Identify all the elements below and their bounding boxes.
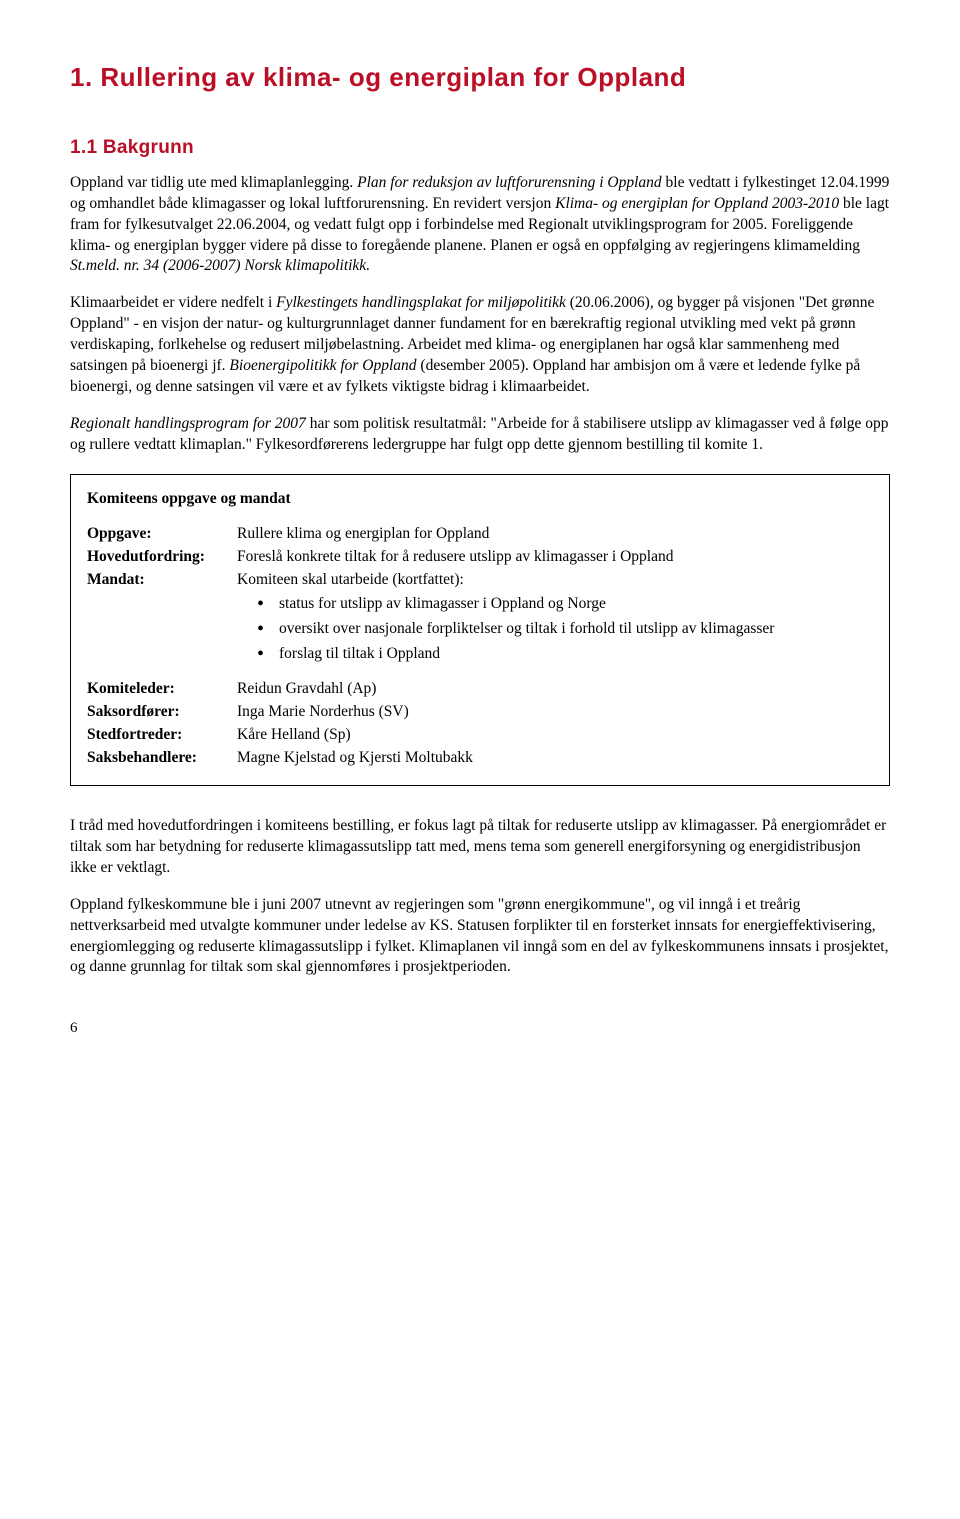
box-title: Komiteens oppgave og mandat <box>87 489 873 510</box>
kv-row: Mandat: Komiteen skal utarbeide (kortfat… <box>87 570 873 591</box>
kv-row: Saksbehandlere: Magne Kjelstad og Kjerst… <box>87 748 873 769</box>
bullet-list: status for utslipp av klimagasser i Oppl… <box>257 594 873 665</box>
kv-val: Komiteen skal utarbeide (kortfattet): <box>237 570 873 591</box>
kv-val: Rullere klima og energiplan for Oppland <box>237 524 873 545</box>
paragraph-1: Oppland var tidlig ute med klimaplanlegg… <box>70 173 890 278</box>
kv-row: Stedfortreder: Kåre Helland (Sp) <box>87 725 873 746</box>
box-rows-1: Oppgave: Rullere klima og energiplan for… <box>87 524 873 591</box>
list-item: status for utslipp av klimagasser i Oppl… <box>257 594 873 615</box>
kv-key: Hovedutfordring: <box>87 547 237 568</box>
kv-row: Oppgave: Rullere klima og energiplan for… <box>87 524 873 545</box>
kv-val: Kåre Helland (Sp) <box>237 725 873 746</box>
kv-key: Komiteleder: <box>87 679 237 700</box>
kv-key: Oppgave: <box>87 524 237 545</box>
kv-row: Hovedutfordring: Foreslå konkrete tiltak… <box>87 547 873 568</box>
heading-2: 1.1 Bakgrunn <box>70 135 890 161</box>
italic-text: Plan for reduksjon av luftforurensning i… <box>357 174 662 191</box>
paragraph-5: Oppland fylkeskommune ble i juni 2007 ut… <box>70 895 890 979</box>
kv-val: Inga Marie Norderhus (SV) <box>237 702 873 723</box>
mandate-box: Komiteens oppgave og mandat Oppgave: Rul… <box>70 474 890 786</box>
paragraph-2: Klimaarbeidet er videre nedfelt i Fylkes… <box>70 293 890 398</box>
box-rows-2: Komiteleder: Reidun Gravdahl (Ap) Saksor… <box>87 679 873 769</box>
italic-text: St.meld. nr. 34 (2006-2007) Norsk klimap… <box>70 257 370 274</box>
italic-text: Klima- og energiplan for Oppland 2003-20… <box>555 195 839 212</box>
page-number: 6 <box>70 1018 890 1038</box>
heading-1: 1. Rullering av klima- og energiplan for… <box>70 60 890 95</box>
kv-key: Stedfortreder: <box>87 725 237 746</box>
kv-val: Foreslå konkrete tiltak for å redusere u… <box>237 547 873 568</box>
text: Oppland var tidlig ute med klimaplanlegg… <box>70 174 357 191</box>
list-item: forslag til tiltak i Oppland <box>257 644 873 665</box>
kv-row: Saksordfører: Inga Marie Norderhus (SV) <box>87 702 873 723</box>
kv-key: Saksbehandlere: <box>87 748 237 769</box>
paragraph-3: Regionalt handlingsprogram for 2007 har … <box>70 414 890 456</box>
italic-text: Regionalt handlingsprogram for 2007 <box>70 415 306 432</box>
text: Klimaarbeidet er videre nedfelt i <box>70 294 276 311</box>
kv-key: Mandat: <box>87 570 237 591</box>
kv-val: Magne Kjelstad og Kjersti Moltubakk <box>237 748 873 769</box>
italic-text: Bioenergipolitikk for Oppland <box>229 357 416 374</box>
paragraph-4: I tråd med hovedutfordringen i komiteens… <box>70 816 890 879</box>
kv-val: Reidun Gravdahl (Ap) <box>237 679 873 700</box>
kv-key: Saksordfører: <box>87 702 237 723</box>
kv-row: Komiteleder: Reidun Gravdahl (Ap) <box>87 679 873 700</box>
list-item: oversikt over nasjonale forpliktelser og… <box>257 619 873 640</box>
italic-text: Fylkestingets handlingsplakat for miljøp… <box>276 294 566 311</box>
